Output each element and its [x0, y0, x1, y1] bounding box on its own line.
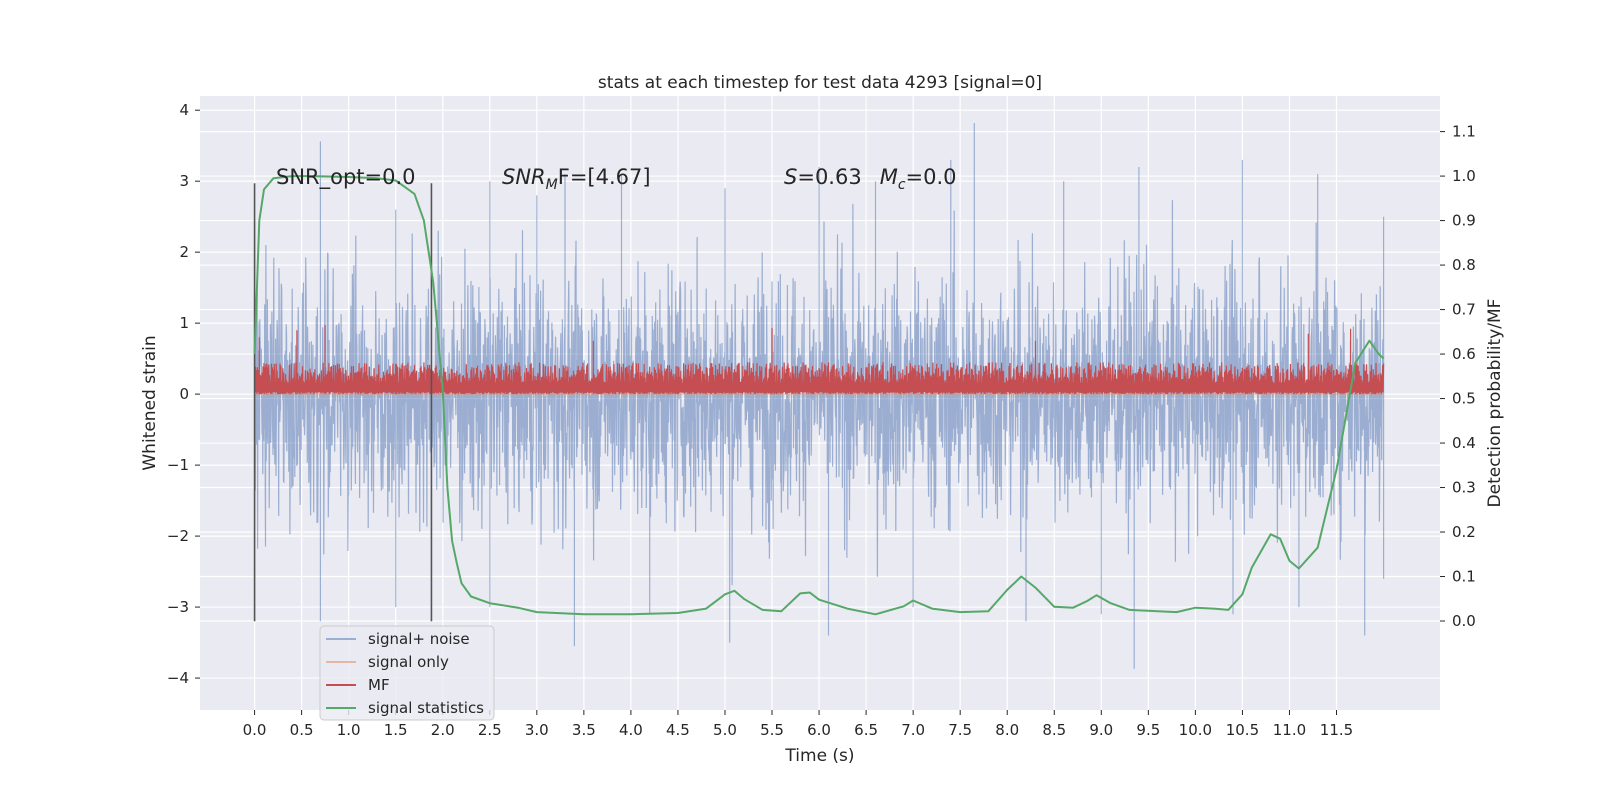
- x-tick-label: 9.0: [1089, 721, 1113, 739]
- annotation-s-label: S: [784, 165, 797, 189]
- annotation-snr-mf-rest: F=[4.67]: [558, 165, 651, 189]
- legend-label-mf: MF: [368, 676, 390, 694]
- x-tick-label: 5.0: [713, 721, 737, 739]
- y-tick-label: 3: [179, 172, 189, 190]
- x-tick-label: 3.0: [525, 721, 549, 739]
- x-axis-label: Time (s): [784, 746, 854, 766]
- y2-tick-label: 0.5: [1452, 390, 1476, 408]
- y-axis-label: Whitened strain: [140, 335, 160, 470]
- x-tick-label: 6.5: [854, 721, 878, 739]
- annotation-mc-sub: c: [898, 177, 906, 193]
- y-tick-label: −1: [167, 456, 189, 474]
- annotation-snr-mf-base: SNR: [502, 165, 546, 189]
- chart-title: stats at each timestep for test data 429…: [598, 73, 1042, 93]
- y2-tick-label: 1.1: [1452, 123, 1476, 141]
- y-tick-label: −2: [167, 527, 189, 545]
- x-tick-label: 5.5: [760, 721, 784, 739]
- x-tick-label: 8.5: [1042, 721, 1066, 739]
- y2-tick-label: 0.4: [1452, 434, 1476, 452]
- series-mf-line: [254, 325, 1385, 395]
- x-tick-label: 3.5: [572, 721, 596, 739]
- x-tick-label: 1.5: [384, 721, 408, 739]
- y2-tick-label: 0.6: [1452, 345, 1476, 363]
- annotation-mc-label: M: [880, 165, 898, 189]
- y2-tick-label: 0.3: [1452, 479, 1476, 497]
- y2-tick-label: 0.9: [1452, 212, 1476, 230]
- y2-axis-label: Detection probability/MF: [1485, 299, 1505, 508]
- x-tick-label: 0.0: [243, 721, 267, 739]
- y2-tick-label: 0.8: [1452, 256, 1476, 274]
- legend: signal+ noise signal only MF signal stat…: [319, 625, 495, 721]
- annotation-snr-opt: SNR_opt=0.0: [276, 165, 416, 190]
- series-signal-statistics-line: [253, 175, 1385, 616]
- x-tick-label: 0.5: [290, 721, 314, 739]
- y2-tick-label: 1.0: [1452, 167, 1476, 185]
- x-tick-label: 10.5: [1226, 721, 1259, 739]
- series-mf-layer: [254, 325, 1385, 395]
- x-tick-label: 10.0: [1179, 721, 1212, 739]
- y-tick-label: 4: [179, 101, 189, 119]
- annotation-snr-mf-sub: M: [546, 177, 558, 193]
- x-tick-label: 11.5: [1320, 721, 1353, 739]
- x-tick-label: 7.0: [901, 721, 925, 739]
- y-tick-label: −4: [167, 669, 189, 687]
- y-tick-label: 1: [179, 314, 189, 332]
- x-tick-label: 4.5: [666, 721, 690, 739]
- x-tick-label: 1.0: [337, 721, 361, 739]
- tick-layer: 0.0 0.5 1.0 1.5 2.0 2.5 3.0 3.5 4.0 4.5 5.0 5.5 6.0 6…: [167, 101, 1476, 739]
- vline-layer: [253, 183, 433, 622]
- x-tick-label: 11.0: [1273, 721, 1306, 739]
- legend-label-signal-statistics: signal statistics: [368, 699, 484, 717]
- x-tick-label: 9.5: [1136, 721, 1160, 739]
- x-tick-label: 4.0: [619, 721, 643, 739]
- y2-tick-label: 0.1: [1452, 568, 1476, 586]
- y2-tick-label: 0.0: [1452, 612, 1476, 630]
- x-tick-label: 6.0: [807, 721, 831, 739]
- annotation-mc-value: =0.0: [906, 165, 957, 189]
- y-tick-label: 0: [179, 385, 189, 403]
- x-tick-label: 8.0: [995, 721, 1019, 739]
- legend-box: [319, 625, 495, 721]
- annotation-snr-mf: SNRMF=[4.67]: [502, 165, 651, 193]
- x-tick-label: 7.5: [948, 721, 972, 739]
- y2-tick-label: 0.7: [1452, 301, 1476, 319]
- y-tick-label: 2: [179, 243, 189, 261]
- legend-label-signal-only: signal only: [368, 653, 449, 671]
- annotation-s-mc: S=0.63 Mc=0.0: [784, 165, 957, 193]
- x-tick-label: 2.0: [431, 721, 455, 739]
- y-tick-label: −3: [167, 598, 189, 616]
- y2-tick-label: 0.2: [1452, 523, 1476, 541]
- series-signal-statistics-layer: [253, 175, 1385, 616]
- x-tick-label: 2.5: [478, 721, 502, 739]
- annotation-s-value: =0.63: [797, 165, 861, 189]
- legend-label-signal-noise: signal+ noise: [368, 630, 470, 648]
